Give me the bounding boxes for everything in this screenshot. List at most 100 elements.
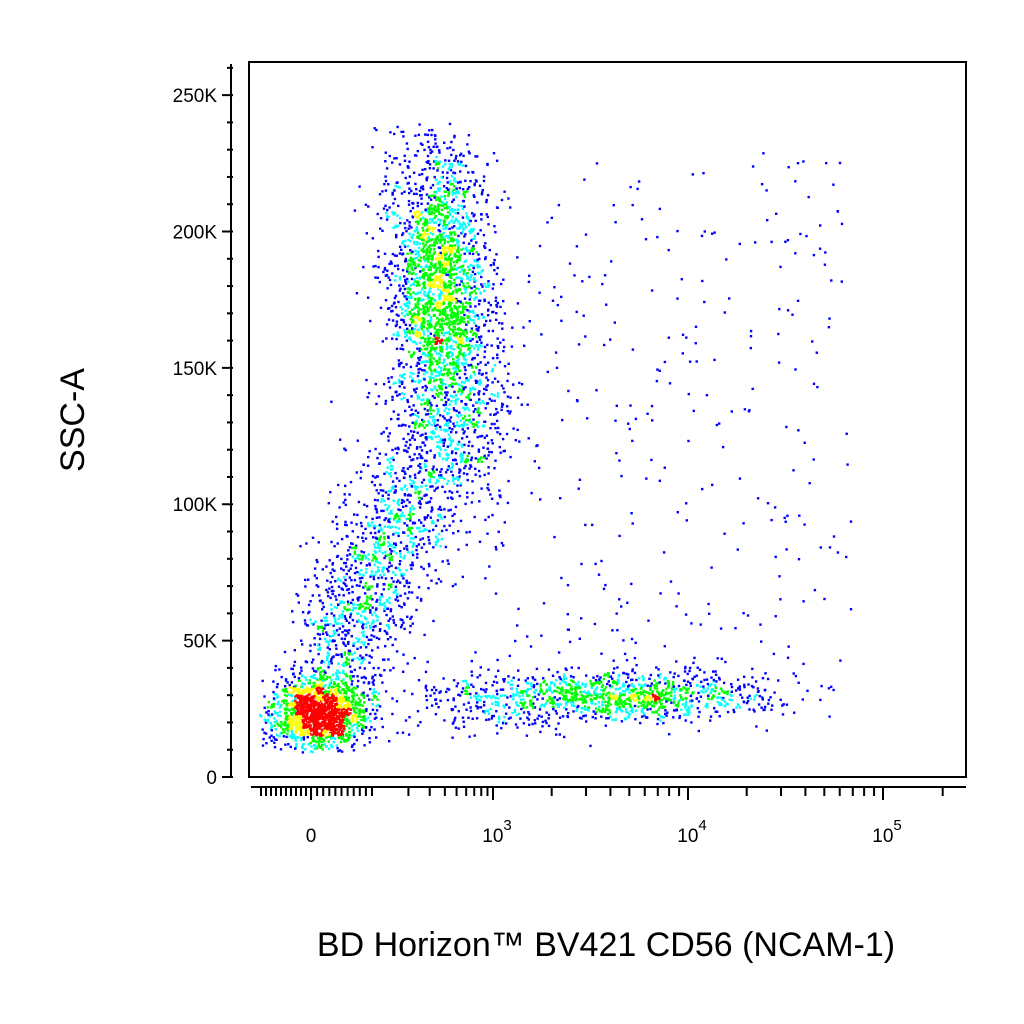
event-dot bbox=[618, 687, 622, 690]
event-dot bbox=[294, 723, 298, 726]
event-dot bbox=[672, 675, 675, 679]
event-dot bbox=[446, 445, 449, 448]
event-dot bbox=[393, 197, 397, 201]
event-dot bbox=[657, 682, 660, 685]
event-dot bbox=[460, 316, 463, 319]
event-dot bbox=[456, 356, 459, 360]
event-dot bbox=[438, 446, 441, 449]
event-dot bbox=[317, 684, 321, 687]
event-dot bbox=[534, 722, 537, 725]
event-dot bbox=[323, 705, 327, 708]
event-dot bbox=[567, 711, 570, 715]
event-dot bbox=[287, 693, 290, 696]
event-dot bbox=[512, 427, 515, 430]
event-dot bbox=[531, 676, 534, 679]
event-dot bbox=[564, 701, 568, 704]
event-dot bbox=[477, 382, 480, 385]
event-dot bbox=[383, 252, 387, 255]
event-dot bbox=[303, 711, 306, 714]
event-dot bbox=[618, 705, 621, 709]
event-dot bbox=[442, 185, 446, 188]
event-dot bbox=[424, 360, 427, 363]
event-dot bbox=[562, 694, 566, 698]
event-dot bbox=[448, 213, 452, 216]
event-dot bbox=[502, 349, 505, 353]
event-dot bbox=[464, 233, 467, 236]
event-dot bbox=[274, 728, 278, 731]
event-dot bbox=[450, 312, 453, 316]
event-dot bbox=[433, 282, 436, 285]
event-dot bbox=[293, 737, 297, 740]
event-dot bbox=[399, 221, 402, 225]
event-dot bbox=[656, 722, 659, 726]
event-dot bbox=[338, 728, 342, 732]
event-dot bbox=[444, 162, 447, 166]
event-dot bbox=[420, 256, 423, 259]
event-dot bbox=[456, 484, 459, 487]
event-dot bbox=[466, 277, 469, 280]
event-dot bbox=[442, 428, 446, 432]
event-dot bbox=[413, 278, 416, 281]
event-dot bbox=[410, 308, 414, 311]
event-dot bbox=[426, 327, 429, 330]
event-dot bbox=[293, 710, 297, 713]
event-dot bbox=[482, 175, 486, 178]
event-dot bbox=[409, 284, 413, 287]
event-dot bbox=[429, 239, 433, 242]
event-dot bbox=[393, 296, 397, 300]
event-dot bbox=[665, 700, 668, 703]
event-dot bbox=[348, 736, 351, 739]
event-dot bbox=[451, 210, 454, 213]
event-dot bbox=[472, 418, 475, 421]
event-dot bbox=[310, 717, 313, 721]
event-dot bbox=[300, 701, 303, 705]
event-dot bbox=[452, 221, 455, 224]
event-dot bbox=[502, 278, 505, 281]
event-dot bbox=[293, 685, 296, 689]
event-dot bbox=[438, 373, 442, 376]
event-dot bbox=[430, 355, 433, 359]
event-dot bbox=[451, 354, 454, 358]
event-dot bbox=[706, 687, 709, 690]
event-dot bbox=[347, 719, 350, 723]
event-dot bbox=[300, 691, 303, 695]
event-dot bbox=[296, 705, 300, 708]
event-dot bbox=[425, 223, 429, 226]
event-dot bbox=[435, 370, 438, 374]
event-dot bbox=[302, 742, 305, 746]
event-dot bbox=[301, 729, 304, 732]
event-dot bbox=[462, 363, 465, 366]
event-dot bbox=[446, 314, 449, 317]
event-dot bbox=[358, 701, 361, 704]
event-dot bbox=[431, 256, 434, 259]
event-dot bbox=[616, 708, 619, 711]
event-dot bbox=[411, 201, 414, 205]
event-dot bbox=[417, 221, 420, 224]
event-dot bbox=[525, 690, 528, 693]
event-dot bbox=[378, 193, 382, 196]
event-dot bbox=[684, 687, 687, 690]
event-dot bbox=[311, 720, 315, 723]
event-dot bbox=[447, 167, 451, 171]
event-dot bbox=[453, 177, 456, 180]
event-dot bbox=[453, 482, 456, 485]
event-dot bbox=[396, 331, 399, 334]
event-dot bbox=[453, 252, 457, 256]
event-dot bbox=[486, 378, 490, 382]
event-dot bbox=[343, 695, 347, 699]
event-dot bbox=[657, 708, 660, 711]
event-dot bbox=[418, 297, 421, 300]
event-dot bbox=[302, 701, 305, 704]
event-dot bbox=[483, 711, 486, 715]
event-dot bbox=[333, 708, 337, 711]
event-dot bbox=[654, 699, 657, 702]
event-dot bbox=[632, 690, 635, 693]
event-dot bbox=[455, 297, 458, 301]
event-dot bbox=[461, 385, 465, 389]
event-dot bbox=[429, 406, 432, 410]
event-dot bbox=[493, 696, 497, 700]
event-dot bbox=[456, 367, 459, 370]
event-dot bbox=[547, 717, 550, 720]
event-dot bbox=[283, 693, 287, 697]
event-dot bbox=[500, 727, 503, 730]
